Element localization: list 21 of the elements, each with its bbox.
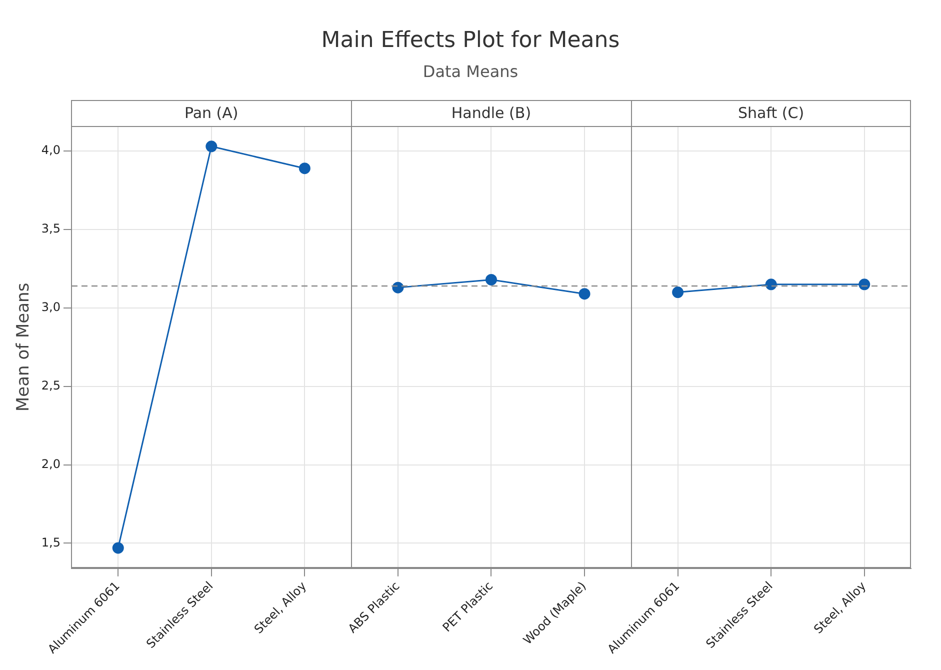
y-tick-label: 2,5 [41,378,60,393]
point [112,542,124,554]
y-tick-label: 2,0 [41,456,60,471]
chart-title: Main Effects Plot for Means [320,28,621,53]
point [578,288,590,300]
point [392,282,404,294]
y-tick-label: 3,5 [41,222,60,236]
point [765,278,777,290]
point [298,162,310,174]
point [485,274,497,286]
y-tick-label: 4,0 [41,143,60,158]
y-tick-label: 1,5 [41,535,60,550]
y-axis-title: Mean of Means [14,282,34,412]
point [206,140,218,152]
point [858,278,870,290]
text: Shaft (C) [737,103,806,124]
text: Handle (B) [450,103,532,124]
point [672,286,684,298]
y-tick-label: 3,0 [41,300,60,314]
chart-subtitle: Data Means [422,62,520,81]
text: Pan (A) [183,103,240,124]
